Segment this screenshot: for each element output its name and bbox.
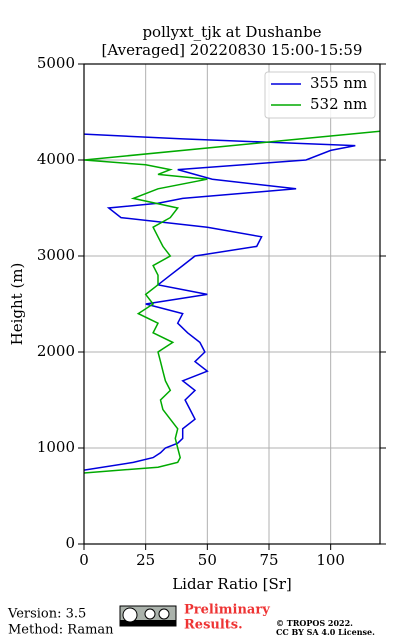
copyright: © TROPOS 2022. xyxy=(276,618,353,628)
plot-area xyxy=(84,130,380,474)
chart-title: pollyxt_tjk at Dushanbe xyxy=(142,23,321,41)
x-tick-label: 100 xyxy=(316,551,345,569)
legend-label: 355 nm xyxy=(310,74,367,92)
cc-icon xyxy=(119,605,177,627)
y-tick-label: 3000 xyxy=(37,246,75,264)
data-line xyxy=(84,130,380,474)
x-tick-label: 25 xyxy=(136,551,155,569)
y-tick-label: 2000 xyxy=(37,342,75,360)
method: Method: Raman xyxy=(8,623,114,638)
data-line xyxy=(84,133,356,471)
x-axis-label: Lidar Ratio [Sr] xyxy=(172,575,292,593)
version: Version: 3.5 xyxy=(7,607,86,622)
plot-frame xyxy=(83,63,381,545)
y-tick-label: 5000 xyxy=(37,54,75,72)
legend-label: 532 nm xyxy=(310,95,367,113)
y-axis-label: Height (m) xyxy=(8,263,26,346)
y-tick-label: 4000 xyxy=(37,150,75,168)
y-tick-label: 0 xyxy=(65,534,75,552)
notice: Preliminary xyxy=(184,603,270,618)
license: CC BY SA 4.0 License. xyxy=(276,627,375,637)
y-tick-label: 1000 xyxy=(37,438,75,456)
notice: Results. xyxy=(184,618,243,633)
x-tick-label: 0 xyxy=(79,551,89,569)
chart-subtitle: [Averaged] 20220830 15:00-15:59 xyxy=(102,41,363,59)
x-tick-label: 75 xyxy=(259,551,278,569)
x-tick-label: 50 xyxy=(198,551,217,569)
legend: 355 nm 532 nm xyxy=(264,71,376,119)
